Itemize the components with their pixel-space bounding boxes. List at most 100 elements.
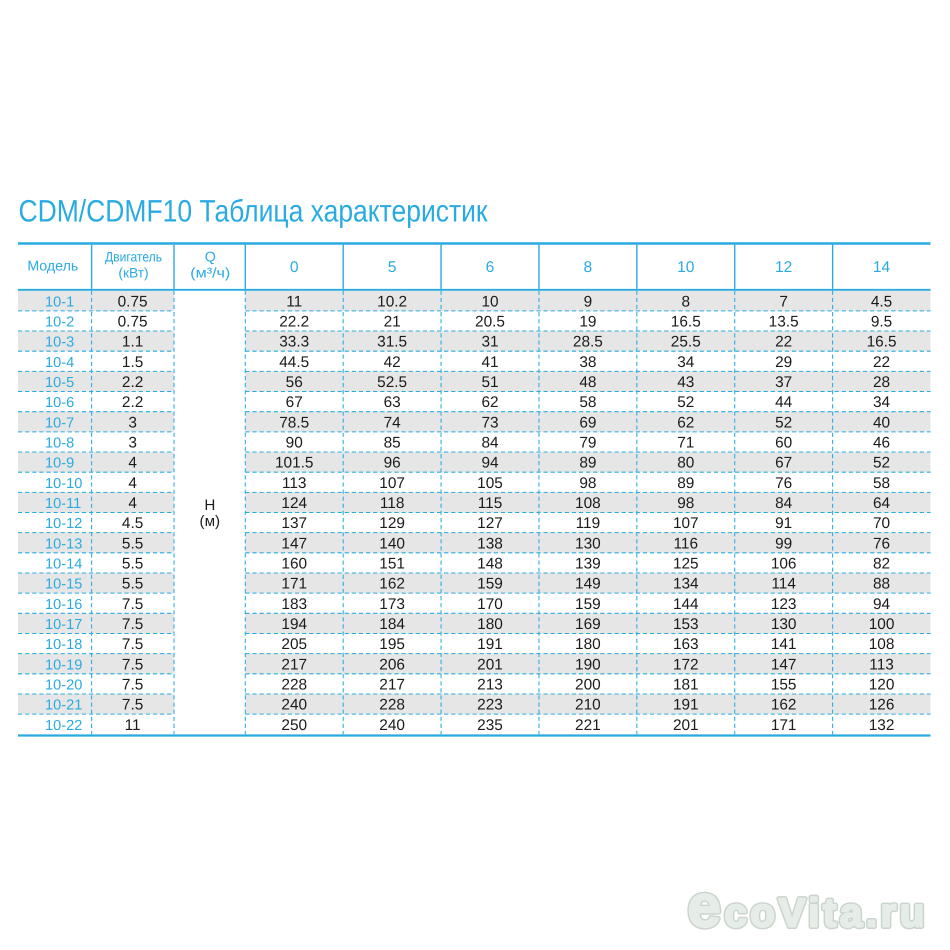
svg-text:40: 40 bbox=[873, 414, 890, 431]
svg-text:159: 159 bbox=[575, 596, 601, 613]
svg-text:62: 62 bbox=[481, 394, 498, 411]
svg-text:Q: Q bbox=[205, 250, 216, 266]
svg-text:60: 60 bbox=[775, 435, 792, 452]
svg-text:137: 137 bbox=[281, 515, 307, 532]
svg-text:10: 10 bbox=[677, 259, 695, 276]
svg-text:Модель: Модель bbox=[27, 259, 78, 275]
svg-text:10-8: 10-8 bbox=[45, 436, 74, 452]
svg-text:41: 41 bbox=[481, 354, 498, 371]
svg-text:10: 10 bbox=[481, 293, 498, 310]
svg-text:2.2: 2.2 bbox=[122, 374, 143, 391]
svg-text:ecoVita.ru: ecoVita.ru bbox=[688, 873, 928, 940]
svg-text:28: 28 bbox=[873, 374, 890, 391]
svg-text:228: 228 bbox=[281, 676, 307, 693]
svg-text:91: 91 bbox=[775, 515, 792, 532]
svg-text:105: 105 bbox=[477, 475, 503, 492]
svg-text:42: 42 bbox=[384, 354, 401, 371]
svg-text:89: 89 bbox=[579, 455, 596, 472]
svg-text:7.5: 7.5 bbox=[122, 636, 143, 653]
svg-text:108: 108 bbox=[575, 495, 601, 512]
svg-text:31.5: 31.5 bbox=[377, 334, 407, 351]
svg-text:10-18: 10-18 bbox=[45, 637, 82, 653]
svg-text:101.5: 101.5 bbox=[275, 455, 314, 472]
svg-text:8: 8 bbox=[584, 259, 593, 276]
svg-text:125: 125 bbox=[673, 556, 699, 573]
svg-text:79: 79 bbox=[579, 435, 596, 452]
svg-text:69: 69 bbox=[579, 414, 596, 431]
svg-text:162: 162 bbox=[771, 697, 797, 714]
svg-text:(кВт): (кВт) bbox=[118, 265, 148, 280]
svg-text:10-15: 10-15 bbox=[45, 577, 82, 593]
svg-text:1.5: 1.5 bbox=[122, 354, 143, 371]
svg-text:7.5: 7.5 bbox=[122, 616, 143, 633]
svg-text:(м³/ч): (м³/ч) bbox=[190, 265, 230, 281]
svg-text:84: 84 bbox=[775, 495, 793, 512]
svg-text:113: 113 bbox=[282, 475, 307, 492]
svg-text:201: 201 bbox=[673, 717, 699, 734]
svg-text:194: 194 bbox=[281, 616, 307, 633]
svg-text:22.2: 22.2 bbox=[279, 314, 309, 331]
svg-text:130: 130 bbox=[575, 535, 601, 552]
svg-text:217: 217 bbox=[379, 676, 405, 693]
svg-text:3: 3 bbox=[128, 435, 137, 452]
svg-text:235: 235 bbox=[477, 717, 503, 734]
svg-text:14: 14 bbox=[873, 259, 891, 276]
svg-text:89: 89 bbox=[677, 475, 694, 492]
svg-text:184: 184 bbox=[379, 616, 405, 633]
svg-text:71: 71 bbox=[677, 435, 694, 452]
svg-text:52.5: 52.5 bbox=[377, 374, 407, 391]
svg-text:149: 149 bbox=[575, 576, 601, 593]
svg-text:51: 51 bbox=[481, 374, 498, 391]
svg-text:140: 140 bbox=[379, 535, 405, 552]
svg-text:147: 147 bbox=[771, 656, 797, 673]
svg-text:10-17: 10-17 bbox=[45, 617, 82, 633]
svg-text:180: 180 bbox=[575, 636, 601, 653]
svg-text:12: 12 bbox=[775, 259, 792, 276]
svg-text:119: 119 bbox=[576, 515, 601, 532]
svg-text:25.5: 25.5 bbox=[671, 334, 701, 351]
svg-text:132: 132 bbox=[869, 717, 895, 734]
svg-text:7.5: 7.5 bbox=[122, 697, 143, 714]
svg-text:48: 48 bbox=[579, 374, 596, 391]
svg-text:(м): (м) bbox=[200, 513, 221, 530]
svg-text:181: 181 bbox=[673, 676, 699, 693]
svg-text:155: 155 bbox=[771, 676, 797, 693]
svg-text:33.3: 33.3 bbox=[279, 334, 309, 351]
svg-text:9: 9 bbox=[584, 293, 593, 310]
svg-text:223: 223 bbox=[477, 697, 503, 714]
svg-text:52: 52 bbox=[873, 455, 890, 472]
svg-text:108: 108 bbox=[869, 636, 895, 653]
svg-text:63: 63 bbox=[384, 394, 401, 411]
svg-text:130: 130 bbox=[771, 616, 797, 633]
svg-text:210: 210 bbox=[575, 697, 601, 714]
svg-text:5.5: 5.5 bbox=[122, 535, 143, 552]
svg-text:99: 99 bbox=[775, 535, 792, 552]
svg-text:10-4: 10-4 bbox=[45, 355, 74, 371]
svg-text:10-22: 10-22 bbox=[45, 718, 82, 734]
svg-text:10-1: 10-1 bbox=[45, 294, 74, 310]
svg-text:106: 106 bbox=[771, 556, 797, 573]
svg-text:11: 11 bbox=[286, 293, 302, 310]
svg-text:9.5: 9.5 bbox=[871, 314, 892, 331]
svg-text:147: 147 bbox=[281, 535, 307, 552]
svg-text:180: 180 bbox=[477, 616, 503, 633]
svg-text:107: 107 bbox=[673, 515, 699, 532]
svg-text:7.5: 7.5 bbox=[122, 676, 143, 693]
svg-text:74: 74 bbox=[384, 414, 402, 431]
svg-text:148: 148 bbox=[477, 556, 503, 573]
svg-text:4: 4 bbox=[128, 455, 137, 472]
svg-text:85: 85 bbox=[384, 435, 401, 452]
svg-text:20.5: 20.5 bbox=[475, 314, 505, 331]
svg-text:10-10: 10-10 bbox=[45, 476, 82, 492]
svg-text:160: 160 bbox=[281, 556, 307, 573]
svg-text:129: 129 bbox=[379, 515, 405, 532]
svg-text:10-16: 10-16 bbox=[45, 597, 82, 613]
svg-text:38: 38 bbox=[579, 354, 596, 371]
svg-text:115: 115 bbox=[478, 495, 503, 512]
svg-text:Двигатель: Двигатель bbox=[105, 250, 162, 265]
svg-text:4.5: 4.5 bbox=[122, 515, 143, 532]
svg-text:191: 191 bbox=[477, 636, 503, 653]
svg-text:159: 159 bbox=[477, 576, 503, 593]
svg-text:173: 173 bbox=[379, 596, 405, 613]
svg-text:190: 190 bbox=[575, 656, 601, 673]
